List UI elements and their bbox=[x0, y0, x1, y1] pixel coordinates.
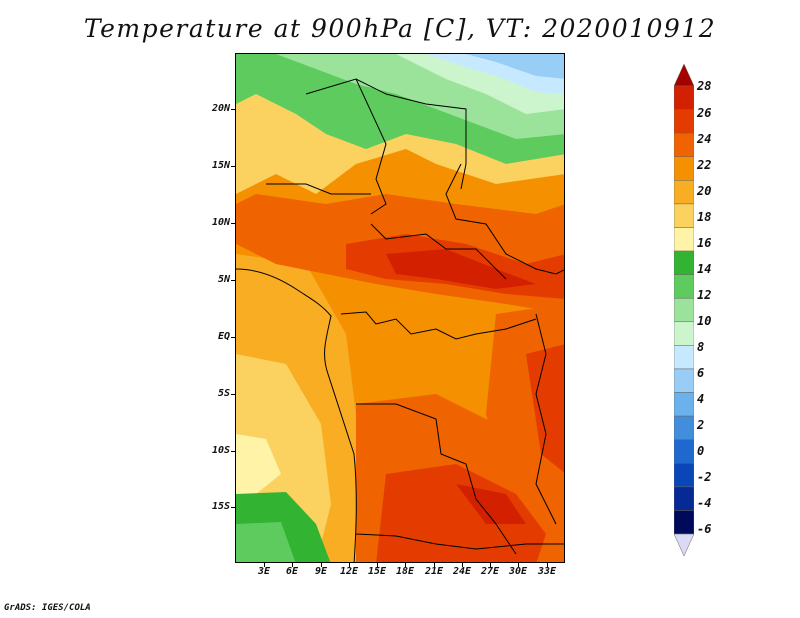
colorbar-segment bbox=[674, 132, 694, 157]
lat-label-15s: 15S bbox=[211, 501, 230, 512]
lat-label-20n: 20N bbox=[211, 103, 230, 114]
colorbar-segment bbox=[674, 156, 694, 181]
lon-label-9e: 9E bbox=[314, 566, 328, 577]
lat-tick bbox=[231, 109, 235, 110]
lat-tick bbox=[231, 394, 235, 395]
colorbar-segment bbox=[674, 439, 694, 464]
lon-label-27e: 27E bbox=[480, 566, 500, 577]
colorbar-label: 18 bbox=[697, 210, 712, 224]
colorbar-label: 26 bbox=[697, 106, 712, 120]
colorbar-segment bbox=[674, 203, 694, 228]
colorbar-segment bbox=[674, 368, 694, 393]
field-sw-light bbox=[236, 434, 281, 499]
lat-tick bbox=[231, 223, 235, 224]
colorbar-segment bbox=[674, 227, 694, 252]
lon-tick bbox=[434, 563, 435, 567]
colorbar-label: -6 bbox=[697, 522, 712, 536]
lon-label-18e: 18E bbox=[395, 566, 415, 577]
lon-tick bbox=[264, 563, 265, 567]
field-east-hotter bbox=[526, 344, 564, 473]
lon-label-3e: 3E bbox=[257, 566, 271, 577]
colorbar-label: 24 bbox=[697, 132, 712, 146]
colorbar-segment bbox=[674, 321, 694, 346]
lat-label-eq: EQ bbox=[217, 331, 230, 342]
lon-tick bbox=[547, 563, 548, 567]
field-south-hotter bbox=[376, 464, 546, 562]
colorbar-segment bbox=[674, 109, 694, 134]
lat-tick bbox=[231, 166, 235, 167]
colorbar-segment bbox=[674, 463, 694, 488]
colorbar-label: 22 bbox=[697, 158, 712, 172]
colorbar-segment bbox=[674, 415, 694, 440]
borders bbox=[236, 78, 564, 562]
lon-tick bbox=[490, 563, 491, 567]
colorbar-label: 20 bbox=[697, 184, 712, 198]
lon-label-24e: 24E bbox=[452, 566, 472, 577]
lon-label-6e: 6E bbox=[285, 566, 299, 577]
lon-tick bbox=[377, 563, 378, 567]
colorbar-label: 8 bbox=[697, 340, 705, 354]
chart-title: Temperature at 900hPa [C], VT: 202001091… bbox=[83, 14, 717, 43]
map-field bbox=[236, 54, 564, 562]
lon-tick bbox=[349, 563, 350, 567]
lon-label-30e: 30E bbox=[508, 566, 528, 577]
colorbar-label: 10 bbox=[697, 314, 712, 328]
lat-label-10s: 10S bbox=[211, 445, 230, 456]
lat-tick bbox=[231, 280, 235, 281]
colorbar-segment bbox=[674, 85, 694, 110]
colorbar-segment bbox=[674, 274, 694, 299]
lon-label-12e: 12E bbox=[339, 566, 359, 577]
colorbar-segments bbox=[674, 64, 694, 556]
colorbar-label: 0 bbox=[697, 444, 705, 458]
lat-tick bbox=[231, 337, 235, 338]
colorbar-label: 28 bbox=[697, 79, 712, 93]
colorbar-label: 14 bbox=[697, 262, 712, 276]
colorbar-label: 2 bbox=[697, 418, 705, 432]
field-south-hottest bbox=[456, 484, 526, 524]
lon-label-15e: 15E bbox=[367, 566, 387, 577]
lon-tick bbox=[518, 563, 519, 567]
colorbar-segment bbox=[674, 180, 694, 205]
colorbar-segment bbox=[674, 392, 694, 417]
colorbar-label: 12 bbox=[697, 288, 712, 302]
colorbar-segment bbox=[674, 297, 694, 323]
colorbar-label: 16 bbox=[697, 236, 712, 250]
lon-tick bbox=[405, 563, 406, 567]
field-sw-green2 bbox=[236, 522, 296, 562]
lat-label-5s: 5S bbox=[217, 388, 230, 399]
colorbar-label: 4 bbox=[697, 392, 705, 406]
colorbar-segment bbox=[674, 345, 694, 370]
colorbar bbox=[674, 64, 694, 556]
lat-tick bbox=[231, 507, 235, 508]
lat-label-5n: 5N bbox=[217, 274, 230, 285]
temperature-map bbox=[235, 53, 565, 563]
lat-tick bbox=[231, 451, 235, 452]
lon-tick bbox=[292, 563, 293, 567]
lat-label-15n: 15N bbox=[211, 160, 230, 171]
colorbar-segment bbox=[674, 64, 694, 87]
colorbar-label: 6 bbox=[697, 366, 705, 380]
lon-tick bbox=[321, 563, 322, 567]
lon-label-33e: 33E bbox=[537, 566, 557, 577]
colorbar-segment bbox=[674, 486, 694, 511]
colorbar-segment bbox=[674, 510, 694, 535]
colorbar-label: -4 bbox=[697, 496, 712, 510]
grads-credit: GrADS: IGES/COLA bbox=[4, 603, 91, 613]
colorbar-segment bbox=[674, 250, 694, 275]
field-central-hottest bbox=[386, 249, 536, 289]
colorbar-label: -2 bbox=[697, 470, 712, 484]
lon-tick bbox=[462, 563, 463, 567]
colorbar-segment bbox=[674, 533, 694, 556]
lon-label-21e: 21E bbox=[424, 566, 444, 577]
field-north-blue bbox=[466, 54, 564, 79]
lat-label-10n: 10N bbox=[211, 217, 230, 228]
